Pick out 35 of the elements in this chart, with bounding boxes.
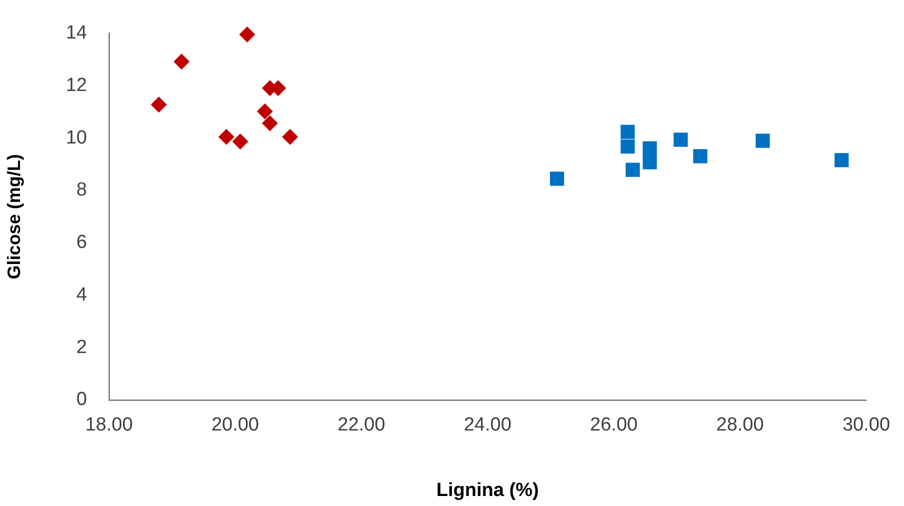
y-tick-label: 14 <box>66 22 88 44</box>
y-tick-label: 12 <box>66 75 87 96</box>
point <box>174 54 190 70</box>
x-tick-label: 26.00 <box>590 414 638 436</box>
point <box>620 139 635 154</box>
point <box>756 134 770 148</box>
point <box>256 103 273 120</box>
point <box>626 162 640 177</box>
point <box>834 153 849 168</box>
point <box>620 124 635 139</box>
y-tick-label: 0 <box>76 389 87 410</box>
x-tick-label: 22.00 <box>338 414 386 436</box>
x-tick-label: 20.00 <box>211 414 259 436</box>
x-axis-title: Lignina (%) <box>436 480 539 501</box>
y-tick-label: 2 <box>76 336 87 358</box>
y-tick-label: 10 <box>66 127 87 148</box>
y-tick-label: 6 <box>76 232 87 254</box>
point <box>232 134 248 150</box>
point <box>642 141 657 156</box>
point <box>218 128 234 145</box>
y-tick-label: 8 <box>76 180 87 201</box>
point <box>262 115 278 132</box>
point <box>642 155 657 170</box>
point <box>282 128 298 145</box>
point <box>674 132 688 147</box>
x-tick-label: 30.00 <box>842 414 890 436</box>
x-tick-label: 24.00 <box>464 414 512 436</box>
point <box>239 26 256 42</box>
point <box>550 172 564 186</box>
x-tick-label: 28.00 <box>716 414 764 436</box>
y-axis-title: Glicose (mg/L) <box>4 154 24 280</box>
x-tick-label: 18.00 <box>85 414 133 436</box>
point <box>693 149 708 164</box>
point <box>150 96 167 113</box>
y-tick-label: 4 <box>76 284 88 306</box>
